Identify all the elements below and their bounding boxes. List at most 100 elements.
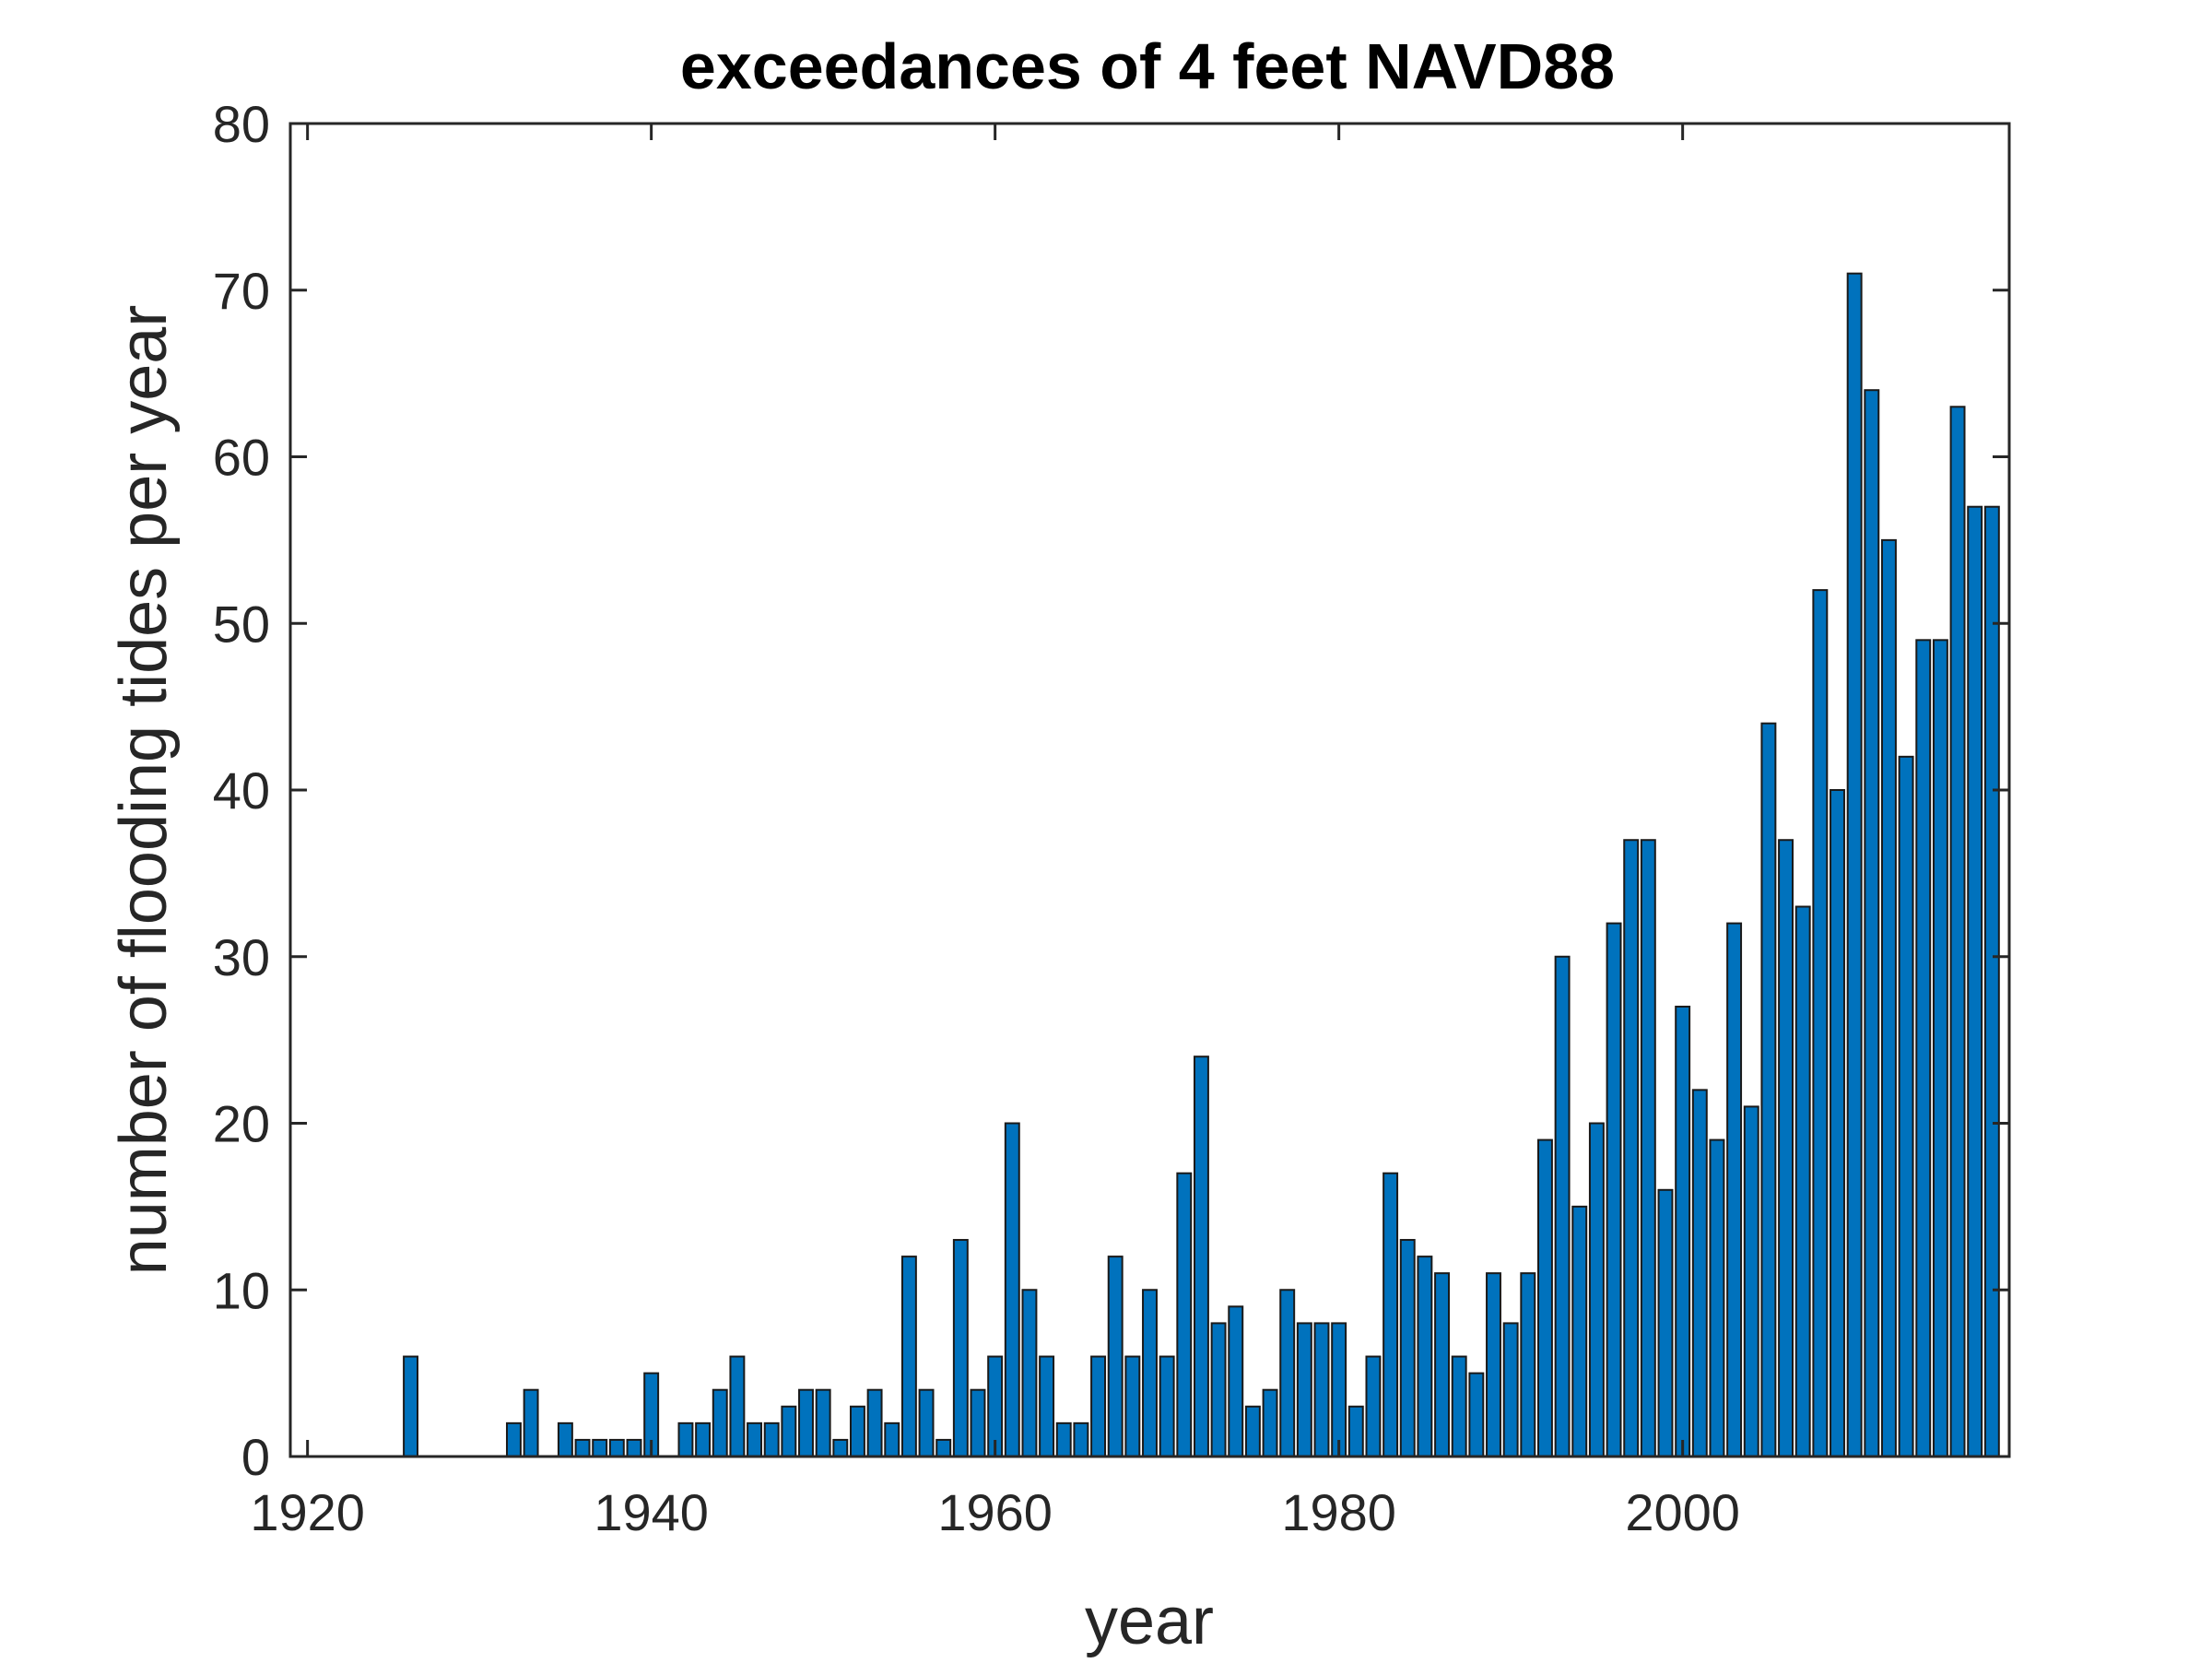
bar-1965	[1073, 1421, 1089, 1457]
bar-1971	[1176, 1172, 1193, 1457]
bar-1977	[1279, 1289, 1296, 1457]
bar-1939	[626, 1438, 642, 1458]
bar-1974	[1228, 1305, 1244, 1457]
bar-1953	[866, 1388, 883, 1457]
bar-1970	[1159, 1355, 1175, 1458]
bar-1935	[557, 1421, 573, 1457]
bar-1991	[1520, 1272, 1536, 1458]
bar-2013	[1898, 755, 1914, 1457]
bar-2018	[1983, 505, 2000, 1457]
bar-1966	[1090, 1355, 1107, 1458]
bar-1980	[1331, 1322, 1347, 1458]
x-axis-label: year	[1085, 1585, 1214, 1658]
bar-2014	[1915, 639, 1932, 1457]
y-tick-label-10: 10	[213, 1261, 270, 1319]
bar-1999	[1657, 1188, 1674, 1458]
bar-2009	[1830, 789, 1845, 1457]
bar-2000	[1675, 1005, 1691, 1457]
x-tick-label-1960: 1960	[937, 1483, 1053, 1541]
bar-1990	[1502, 1322, 1519, 1458]
bar-1994	[1571, 1205, 1588, 1458]
bar-1973	[1210, 1322, 1227, 1458]
bar-1956	[918, 1388, 935, 1457]
bar-2017	[1967, 505, 1983, 1457]
bar-1996	[1606, 922, 1622, 1457]
bar-1976	[1262, 1388, 1278, 1457]
bar-1987	[1451, 1355, 1467, 1458]
bar-1968	[1124, 1355, 1141, 1458]
bar-1988	[1468, 1372, 1485, 1458]
bar-1944	[712, 1388, 728, 1457]
bar-1945	[729, 1355, 746, 1458]
bar-1955	[900, 1256, 917, 1457]
bar-1972	[1193, 1056, 1209, 1457]
y-tick-label-50: 50	[213, 595, 270, 653]
chart-title: exceedances of 4 feet NAVD88	[680, 30, 1615, 102]
bar-1979	[1313, 1322, 1330, 1458]
bar-1998	[1640, 839, 1656, 1457]
bar-1984	[1399, 1239, 1416, 1458]
bar-1978	[1296, 1322, 1312, 1458]
x-tick-label-2000: 2000	[1625, 1483, 1740, 1541]
bar-1942	[677, 1421, 694, 1457]
bar-1975	[1244, 1405, 1261, 1458]
bar-2001	[1691, 1089, 1708, 1457]
x-tick-label-1980: 1980	[1281, 1483, 1396, 1541]
y-tick-label-60: 60	[213, 429, 270, 487]
bar-2002	[1709, 1138, 1725, 1457]
bar-1995	[1588, 1122, 1605, 1457]
bar-1937	[592, 1438, 608, 1458]
y-tick-label-80: 80	[213, 95, 270, 153]
bar-1947	[763, 1421, 780, 1457]
bar-2016	[1949, 406, 1966, 1457]
bar-1926	[403, 1355, 419, 1458]
bar-2015	[1932, 639, 1948, 1457]
bar-1951	[832, 1438, 849, 1458]
bar-1938	[608, 1438, 625, 1458]
bar-1962	[1021, 1289, 1038, 1457]
y-tick-label-20: 20	[213, 1095, 270, 1153]
y-tick-label-0: 0	[241, 1428, 270, 1486]
bar-1982	[1365, 1355, 1382, 1458]
bar-1932	[505, 1421, 522, 1457]
y-tick-label-40: 40	[213, 761, 270, 820]
bar-1989	[1486, 1272, 1501, 1458]
bar-1936	[574, 1438, 591, 1458]
bar-1981	[1347, 1405, 1364, 1458]
bar-2003	[1726, 922, 1743, 1457]
ticks-group: 1920 1940 1960 1980 2000 0 10 20 30 40 50 60 70 80	[213, 95, 2009, 1541]
y-tick-label-30: 30	[213, 928, 270, 986]
bar-2008	[1812, 589, 1829, 1457]
bar-1992	[1536, 1138, 1553, 1457]
bar-1969	[1142, 1289, 1158, 1457]
bar-1993	[1554, 955, 1571, 1457]
bar-1985	[1417, 1256, 1433, 1457]
axes-box	[288, 122, 2011, 1458]
bar-2012	[1880, 538, 1897, 1458]
bar-2004	[1743, 1105, 1759, 1458]
bar-1933	[523, 1388, 539, 1457]
bar-1997	[1623, 839, 1640, 1457]
y-axis-label: number of flooding tides per year	[107, 305, 181, 1276]
x-tick-label-1940: 1940	[594, 1483, 709, 1541]
bar-1961	[1004, 1122, 1020, 1457]
bar-2006	[1778, 839, 1794, 1457]
bar-1952	[849, 1405, 865, 1458]
bar-1949	[798, 1388, 814, 1457]
bar-1958	[952, 1239, 969, 1458]
bar-1959	[970, 1388, 986, 1457]
bar-1950	[815, 1388, 831, 1457]
x-tick-label-1920: 1920	[250, 1483, 365, 1541]
bar-1948	[781, 1405, 797, 1458]
y-tick-label-70: 70	[213, 262, 270, 320]
bar-1986	[1434, 1272, 1451, 1458]
bar-1983	[1382, 1172, 1399, 1457]
bar-1957	[935, 1438, 952, 1458]
bar-1943	[695, 1421, 712, 1457]
bar-1964	[1055, 1421, 1072, 1457]
bar-1967	[1107, 1256, 1124, 1457]
bar-2011	[1864, 389, 1880, 1458]
bar-2010	[1846, 272, 1863, 1457]
